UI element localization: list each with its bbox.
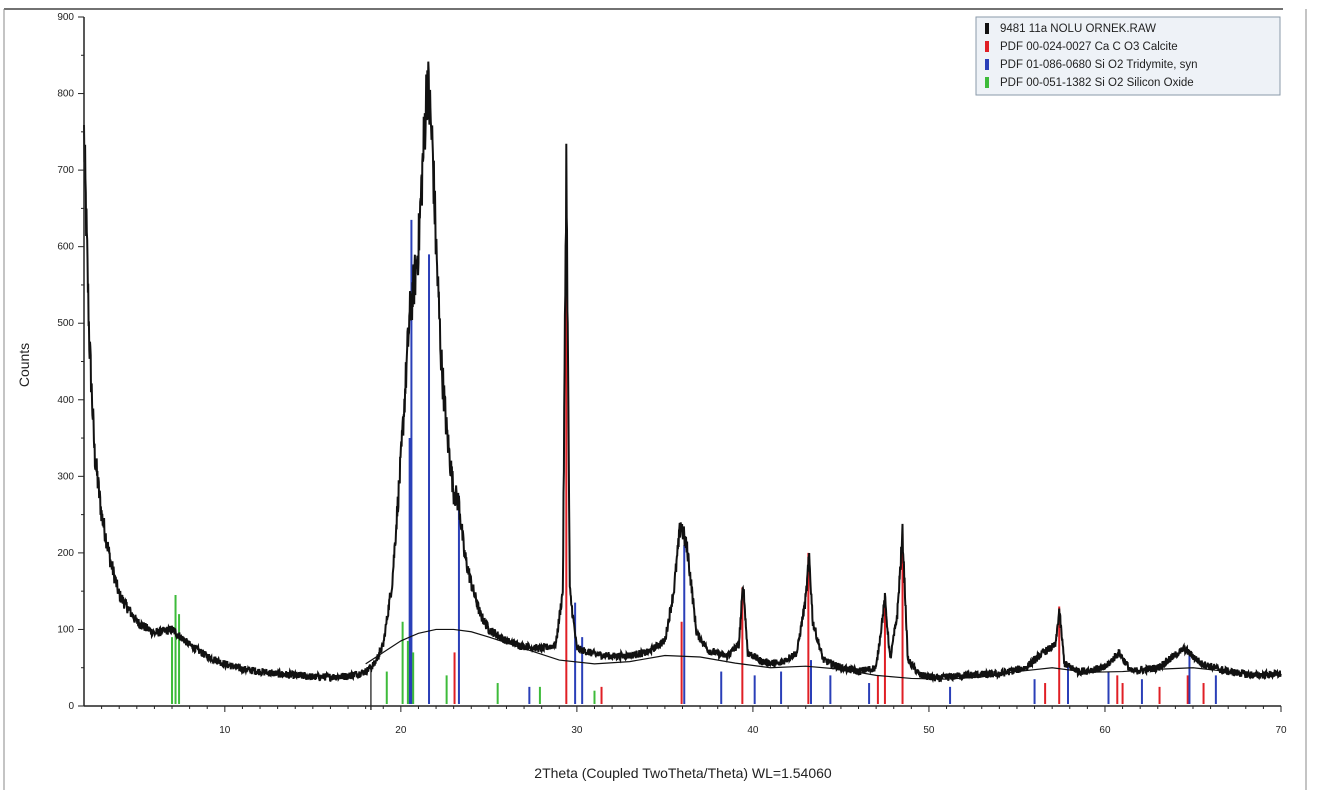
y-tick-label: 200 [57, 548, 74, 559]
legend: 9481 11a NOLU ORNEK.RAW PDF 00-024-0027 C… [975, 16, 1281, 96]
x-tick-label: 10 [219, 725, 231, 736]
legend-label: PDF 01-086-0680 Si O2 Tridymite, syn [1000, 59, 1198, 71]
reference-lines-layer [171, 219, 1217, 704]
legend-swatch [985, 41, 989, 52]
measured-pattern-layer [83, 61, 1282, 684]
y-tick-label: 700 [57, 165, 74, 176]
legend-label: 9481 11a NOLU ORNEK.RAW [1000, 23, 1156, 35]
legend-swatch [985, 23, 989, 34]
x-tick-label: 40 [747, 725, 759, 736]
x-tick-label: 30 [571, 725, 583, 736]
reference-series-2 [171, 594, 596, 704]
reference-series-1 [408, 219, 1217, 704]
legend-label: PDF 00-024-0027 Ca C O3 Calcite [1000, 41, 1178, 53]
y-tick-label: 800 [57, 89, 74, 100]
y-tick-label: 100 [57, 624, 74, 635]
y-tick-label: 500 [57, 318, 74, 329]
legend-swatch [985, 77, 989, 88]
x-tick-label: 20 [395, 725, 407, 736]
x-tick-label: 60 [1099, 725, 1111, 736]
x-tick-label: 70 [1275, 725, 1287, 736]
measured-pattern-line [83, 61, 1282, 684]
legend-box [975, 16, 1281, 96]
x-axis-title: 2Theta (Coupled TwoTheta/Theta) WL=1.540… [534, 765, 832, 781]
y-tick-label: 400 [57, 395, 74, 406]
x-tick-label: 50 [923, 725, 935, 736]
y-tick-label: 900 [57, 12, 74, 23]
y-axis-title: Counts [16, 343, 32, 387]
axes-layer: 0 100 200 300 400 500 600 700 800 900 10 20 30 40 50 60… [57, 12, 1287, 736]
legend-label: PDF 00-051-1382 Si O2 Silicon Oxide [1000, 77, 1194, 89]
legend-swatch [985, 59, 989, 70]
y-tick-label: 600 [57, 242, 74, 253]
y-tick-label: 0 [68, 701, 74, 712]
y-tick-label: 300 [57, 471, 74, 482]
